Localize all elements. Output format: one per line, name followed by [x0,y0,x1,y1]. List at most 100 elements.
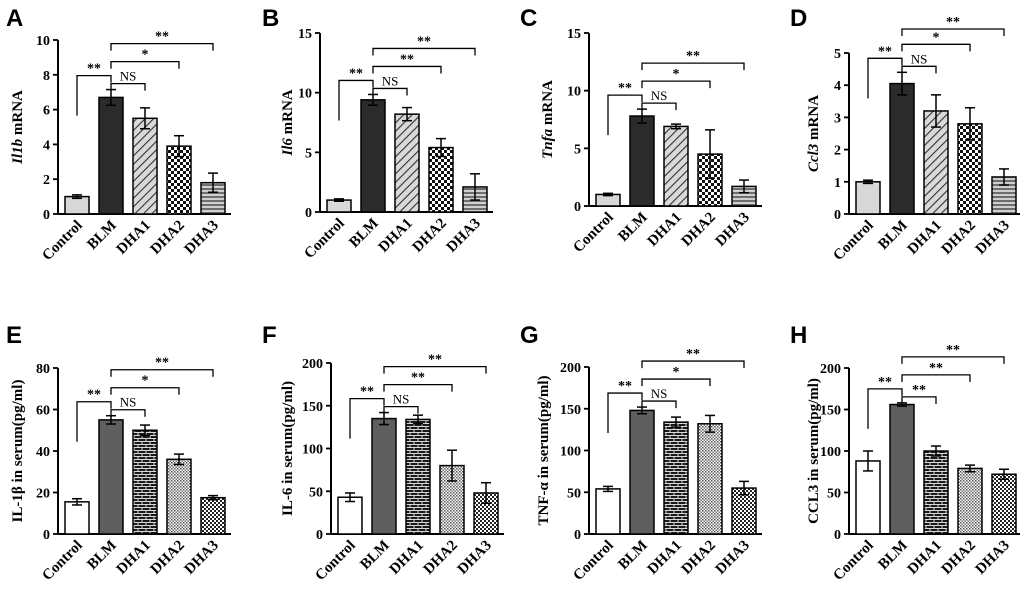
x-category-label: DHA3 [713,210,753,250]
significance-bracket: NS [901,51,937,74]
y-tick-label: 200 [302,357,323,372]
significance-label: NS [120,69,137,84]
error-bar [208,172,218,193]
error-bar [965,106,975,141]
bar-dha2 [166,145,192,215]
error-bar [671,123,681,130]
significance-label: ** [87,388,101,403]
significance-bracket: ** [901,361,971,382]
x-category-label: DHA1 [376,216,416,256]
y-tick-label: 5 [305,146,312,161]
y-axis-label: Tnfa mRNA [540,80,556,159]
significance-label: ** [400,52,414,67]
y-tick-label: 0 [574,528,581,543]
error-bar [174,134,184,158]
significance-bracket: ** [383,371,453,392]
bar-dha3 [991,176,1017,215]
significance-label: ** [428,353,442,368]
x-category-label: DHA2 [421,538,461,578]
significance-bracket: ** [641,347,745,369]
x-category-label: DHA2 [679,538,719,578]
significance-bracket: ** [76,388,112,442]
significance-label: * [142,374,149,389]
y-tick-label: 10 [298,87,312,102]
significance-label: NS [651,88,668,103]
significance-label: ** [686,347,700,362]
x-category-label: DHA2 [679,210,719,250]
significance-bracket: NS [641,386,677,409]
significance-bracket: ** [110,356,214,377]
x-category-label: DHA3 [713,538,753,578]
bar-dha2 [166,458,192,535]
y-tick-label: 150 [560,403,581,418]
bar-blm [360,99,386,213]
panel-letter: C [520,5,537,32]
error-bar [739,480,749,496]
significance-bracket: ** [867,44,903,99]
significance-label: NS [911,51,928,66]
y-tick-label: 0 [574,200,581,215]
bar-dha2 [957,467,983,535]
x-category-label: DHA1 [114,218,154,258]
y-tick-label: 50 [827,487,841,502]
error-bar [705,414,715,433]
significance-bracket: ** [901,343,1005,364]
y-tick-label: 4 [43,138,50,153]
y-tick-label: 1 [834,176,841,191]
significance-label: ** [929,361,943,376]
x-category-label: Control [570,210,616,256]
significance-bracket: ** [338,66,374,121]
error-bar [603,192,613,197]
error-bar [72,497,82,506]
y-tick-label: 200 [560,361,581,376]
significance-label: ** [417,34,431,49]
bar-dha1 [923,110,949,215]
y-tick-label: 60 [36,404,50,419]
error-bar [739,179,749,194]
significance-bracket: ** [110,30,214,51]
error-bar [999,468,1009,480]
significance-label: * [142,48,149,63]
significance-label: ** [349,66,363,81]
y-tick-label: 100 [820,445,841,460]
significance-bracket: ** [901,383,937,404]
significance-label: * [673,67,680,82]
significance-label: ** [155,356,169,371]
error-bar [345,492,355,503]
y-tick-label: 0 [834,208,841,223]
y-tick-label: 0 [316,528,323,543]
x-category-label: DHA1 [905,538,945,578]
significance-bracket: NS [372,73,408,96]
x-category-label: DHA2 [939,538,979,578]
significance-label: * [933,30,940,45]
significance-label: ** [411,371,425,386]
error-bar [999,168,1009,186]
y-tick-label: 6 [43,104,50,119]
y-tick-label: 15 [298,27,312,42]
y-tick-label: 80 [36,362,50,377]
error-bar [470,173,480,201]
y-tick-label: 4 [834,79,841,94]
significance-label: NS [651,386,668,401]
y-tick-label: 150 [820,404,841,419]
bar-blm [98,419,124,535]
significance-bracket: * [110,48,180,69]
x-category-label: DHA3 [973,218,1013,258]
significance-bracket: ** [372,52,442,74]
bar-control [64,195,90,215]
y-tick-label: 10 [567,85,581,100]
significance-label: NS [382,73,399,88]
bar-blm [889,403,915,535]
significance-label: ** [912,383,926,398]
y-tick-label: 3 [834,111,841,126]
significance-label: ** [878,44,892,59]
y-tick-label: 15 [567,27,581,42]
error-bar [931,445,941,457]
error-bar [931,94,941,128]
bar-dha1 [132,117,158,215]
